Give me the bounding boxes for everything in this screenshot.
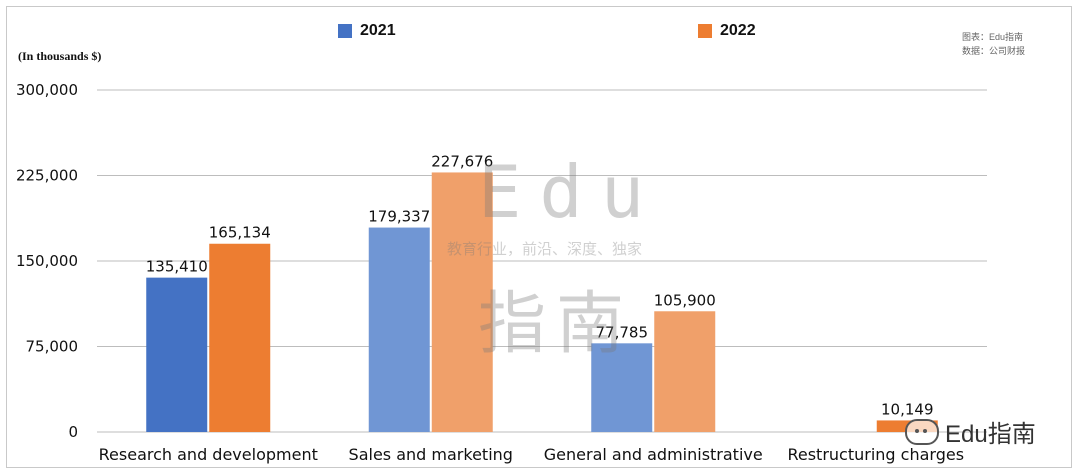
watermark-tagline: 教育行业，前沿、深度、独家	[447, 241, 643, 258]
bar-2021-2	[591, 343, 653, 432]
legend-swatch-2022	[698, 24, 712, 38]
bar-2022-0	[209, 243, 271, 432]
unit-label: (In thousands $)	[18, 49, 102, 63]
bar-2021-0	[146, 277, 208, 432]
legend-item-2022: 2022	[698, 22, 756, 40]
source-note-data: 数据：公司财报	[962, 46, 1026, 56]
legend-item-2021: 2021	[338, 22, 396, 40]
y-tick-label: 75,000	[26, 338, 79, 356]
watermark-brand-cn: 指南	[478, 286, 635, 362]
category-label: General and administrative	[544, 445, 763, 464]
category-label: Restructuring charges	[787, 445, 964, 464]
category-label: Research and development	[99, 445, 318, 464]
data-label-2021-2: 77,785	[596, 323, 649, 341]
source-note: 图表：Edu指南 数据：公司财报	[962, 30, 1025, 58]
y-tick-label: 0	[68, 423, 78, 441]
data-label-2022-2: 105,900	[654, 291, 716, 309]
y-tick-label: 300,000	[16, 81, 78, 99]
data-label-2022-0: 165,134	[209, 224, 271, 242]
data-label-2021-1: 179,337	[368, 208, 430, 226]
data-label-2022-1: 227,676	[431, 152, 493, 170]
data-label-2022-3: 10,149	[881, 400, 934, 418]
legend-swatch-2021	[338, 24, 352, 38]
legend-label-2021: 2021	[360, 22, 396, 39]
chart-frame	[6, 6, 1072, 468]
y-tick-label: 150,000	[16, 252, 78, 270]
data-label-2021-0: 135,410	[146, 258, 208, 276]
source-note-chart: 图表：Edu指南	[962, 32, 1024, 42]
y-tick-label: 225,000	[16, 167, 78, 185]
bar-2022-1	[431, 172, 493, 433]
bar-2022-2	[654, 311, 716, 432]
legend-label-2022: 2022	[720, 22, 756, 39]
wechat-icon	[905, 418, 939, 445]
bar-2021-1	[368, 227, 430, 432]
category-label: Sales and marketing	[349, 445, 513, 464]
wechat-badge-text: Edu指南	[945, 421, 1036, 448]
watermark-brand: Edu	[478, 150, 663, 234]
wechat-badge: Edu指南	[905, 414, 1036, 449]
